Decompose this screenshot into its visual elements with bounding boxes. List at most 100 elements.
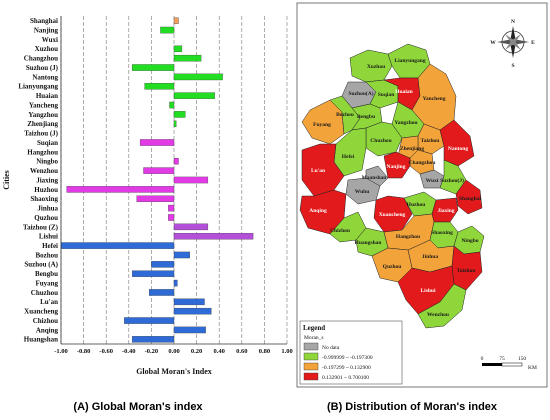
city-label: Chizhou xyxy=(33,317,58,325)
map-label: Bengbu xyxy=(357,114,375,120)
city-label: Nanjing xyxy=(34,26,59,34)
bar xyxy=(173,111,186,118)
city-label: Anqing xyxy=(36,326,59,334)
map-label: Shaoxing xyxy=(431,230,453,236)
map-label: Jiaxing xyxy=(437,208,454,214)
region-xuzhou xyxy=(349,49,393,83)
city-label: Lianyungang xyxy=(18,83,58,91)
bar xyxy=(169,101,175,109)
x-tick-label: 0.60 xyxy=(236,348,247,355)
city-label: Bengbu xyxy=(35,270,58,278)
map-label: Fuyang xyxy=(313,122,331,128)
bar-chart: ShanghaiNanjingWuxiXuzhouChangzhouSuzhou… xyxy=(2,16,293,376)
city-label: Suzhou (A) xyxy=(24,261,58,269)
city-label: Changzhou xyxy=(24,55,58,63)
x-tick-label: 0.80 xyxy=(259,348,270,355)
x-tick-labels: -1.00 -0.80 -0.60 -0.40 -0.20 0.00 0.20 0.40 0.6… xyxy=(54,348,292,355)
x-tick-label: -0.60 xyxy=(99,348,113,355)
region-chuzhou xyxy=(365,121,403,157)
bar xyxy=(168,214,175,221)
x-tick-label: 0.40 xyxy=(214,348,225,355)
city-label: Quzhou xyxy=(34,214,58,222)
map-label: Changzhou xyxy=(409,160,436,166)
x-tick-label: -0.40 xyxy=(122,348,136,355)
scale-label-150: 150 xyxy=(518,356,527,362)
bar xyxy=(132,64,175,71)
bar xyxy=(160,26,175,34)
bar xyxy=(173,279,178,287)
bar xyxy=(173,17,179,24)
map-label: Suzhou(A) xyxy=(348,90,373,97)
bar xyxy=(173,326,206,334)
bar xyxy=(173,54,202,62)
city-label: Ningbo xyxy=(36,158,58,166)
city-label: Huaian xyxy=(36,92,58,100)
map-label: Lu'an xyxy=(311,168,325,174)
legend-label: 0.132901 ~ 0.700100 xyxy=(322,375,369,381)
legend-label: -0.197299 ~ 0.132900 xyxy=(322,365,371,371)
bar xyxy=(132,270,175,277)
y-axis-label: Cities xyxy=(2,170,11,190)
map-label: Taizhou xyxy=(421,138,440,144)
bar xyxy=(66,186,175,193)
bar xyxy=(173,120,177,128)
city-label: Hefei xyxy=(42,242,58,250)
bar xyxy=(136,195,175,202)
caption-right: (B) Distribution of Moran's index xyxy=(327,401,498,413)
bar xyxy=(144,83,175,90)
city-label: Lishui xyxy=(39,233,58,241)
city-label: Fuyang xyxy=(35,279,58,287)
map-label: Ningbo xyxy=(461,238,478,244)
city-labels: ShanghaiNanjingWuxiXuzhouChangzhouSuzhou… xyxy=(18,17,58,344)
city-label: Wuxi xyxy=(42,36,58,44)
compass-w: W xyxy=(490,40,496,46)
map-label: Hangzhou xyxy=(396,234,420,240)
map-label: Nantong xyxy=(448,146,468,152)
caption-left: (A) Global Moran's index xyxy=(73,401,203,413)
map-label: Wuhu xyxy=(355,189,370,195)
city-label: Yancheng xyxy=(29,101,59,109)
map-label: Suqian xyxy=(378,92,395,98)
map-label: Yangzhou xyxy=(394,120,417,126)
compass-rose-icon: N S E W xyxy=(490,19,535,69)
city-label: Wenzhou xyxy=(30,167,58,175)
region-shanghai xyxy=(455,179,483,215)
bar xyxy=(168,204,175,212)
x-tick-label: 1.00 xyxy=(281,348,292,355)
city-label: Suzhou (J) xyxy=(26,64,59,72)
city-label: Yangzhou xyxy=(28,111,58,119)
bar xyxy=(148,289,175,296)
compass-n: N xyxy=(511,19,515,25)
map-label: Quzhou xyxy=(383,264,402,270)
map-label: Taizhou xyxy=(457,268,476,274)
map-label: Huaian xyxy=(395,89,412,95)
map-label: Xuancheng xyxy=(379,212,406,218)
legend-items: No data -0.999999 ~ -0.197300 -0.197299 ~ … xyxy=(303,342,373,381)
city-label: Lu'an xyxy=(40,298,58,306)
map-label: Maanshan xyxy=(362,175,387,181)
city-label: Jiaxing xyxy=(36,176,58,184)
legend-swatch xyxy=(303,362,319,371)
map-regions xyxy=(299,43,485,329)
map-label: Yancheng xyxy=(423,96,446,102)
city-label: Xuzhou xyxy=(35,45,58,53)
city-label: Huangshan xyxy=(24,336,58,344)
map-label: Chizhou xyxy=(330,228,350,234)
map-label: Bozhou xyxy=(336,112,354,118)
bar xyxy=(143,167,175,174)
x-tick-label: 0.00 xyxy=(168,348,179,355)
map-label: Lishui xyxy=(421,288,436,294)
x-tick-label: -0.20 xyxy=(145,348,159,355)
bar xyxy=(173,251,190,259)
bars xyxy=(60,17,254,343)
region-xuancheng xyxy=(373,195,413,233)
bar xyxy=(132,336,175,343)
city-label: Huzhou xyxy=(34,186,58,194)
city-label: Jinhua xyxy=(37,205,58,213)
map-label: Huangshan xyxy=(355,240,382,246)
bar xyxy=(173,232,254,240)
x-tick-label: -0.80 xyxy=(77,348,91,355)
map-label: Suzhou(J) xyxy=(440,177,464,184)
bar xyxy=(173,158,179,165)
